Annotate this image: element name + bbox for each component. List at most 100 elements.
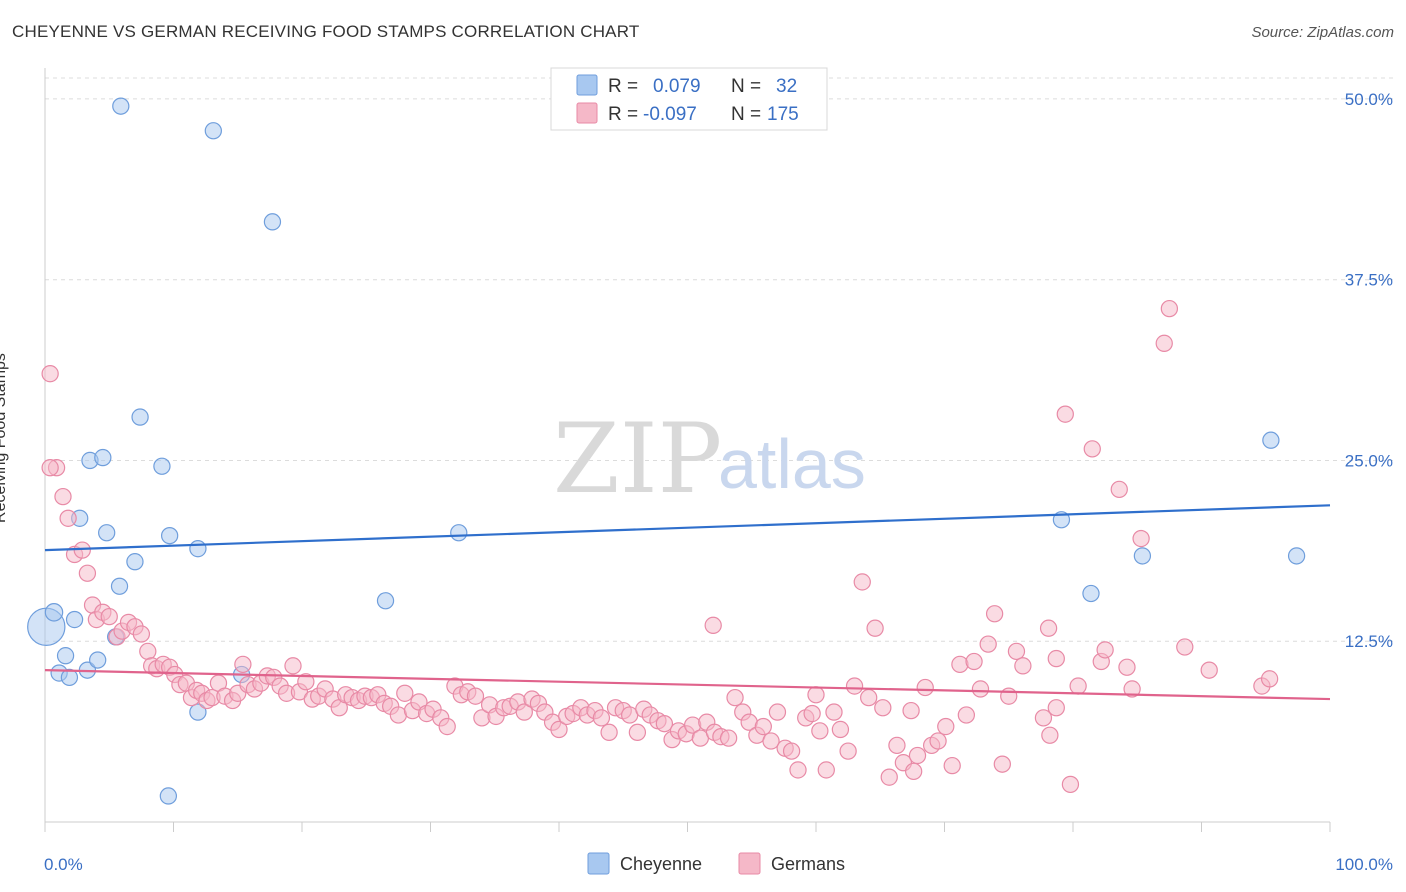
source-label: Source: ZipAtlas.com [1251,24,1394,41]
grid-lines [45,77,1393,642]
point-germans-167 [1260,670,1279,688]
point-germans-5 [73,541,91,559]
axes [44,68,1331,832]
legend-r-value-1: 0.079 [653,76,701,97]
y-tick-label-3: 50.0% [1345,90,1393,109]
trend-lines [44,504,1331,701]
point-germans-104 [719,729,738,747]
point-germans-169 [807,686,825,704]
point-germans-128 [888,736,906,755]
point-germans-119 [825,703,843,721]
legend-r-label-1: R = [608,76,638,97]
bottom-legend-germans: Germans [771,854,845,874]
watermark-atlas: atlas [718,425,866,503]
point-germans-126 [874,699,892,717]
legend-n-label-2: N = [731,104,761,125]
trend-line-cheyenne [44,504,1331,552]
point-germans-131 [908,746,927,765]
correlation-legend: R = 0.079 N = 32 R = -0.097 N = 175 [550,67,828,131]
legend-swatch-germans [576,102,598,124]
point-cheyenne-18 [159,787,178,805]
point-germans-155 [1083,440,1101,458]
point-germans-121 [839,742,857,760]
series-legend: Cheyenne Germans [587,852,845,875]
y-tick-label-1: 25.0% [1345,451,1393,470]
point-germans-162 [1155,334,1173,352]
point-germans-123 [853,573,871,591]
point-germans-158 [1110,480,1128,499]
point-germans-113 [782,742,801,760]
trend-line-germans [44,669,1331,701]
point-germans-142 [985,605,1004,623]
y-tick-label-0: 12.5% [1345,632,1393,651]
point-cheyenne-15 [126,553,144,571]
point-germans-33 [234,655,252,674]
point-cheyenne-31 [1287,547,1306,565]
y-tick-labels: 12.5% 25.0% 37.5% 50.0% [1345,90,1393,651]
legend-n-value-1: 32 [776,76,797,97]
point-cheyenne-30 [1262,431,1280,449]
point-germans-161 [1132,529,1150,548]
point-germans-153 [1061,775,1080,794]
point-cheyenne-5 [65,610,84,629]
point-germans-117 [811,722,829,740]
point-germans-118 [817,761,835,779]
point-cheyenne-4 [60,668,79,687]
legend-r-label-2: R = [608,104,638,125]
point-germans-160 [1123,680,1141,698]
point-germans-138 [957,706,976,724]
point-cheyenne-29 [1133,547,1152,565]
point-germans-136 [943,756,961,775]
point-cheyenne-20 [189,540,207,558]
point-germans-68 [466,687,485,705]
legend-n-value-2: 175 [767,104,799,125]
point-cheyenne-9 [89,651,107,669]
point-germans-139 [965,652,983,671]
point-germans-146 [1014,657,1032,675]
point-germans-143 [993,755,1011,773]
point-germans-168 [41,459,59,477]
point-cheyenne-19 [160,527,179,545]
point-cheyenne-1 [44,603,64,622]
x-tick-labels: 0.0% 100.0% [44,855,1393,874]
watermark: ZIP atlas [553,403,866,515]
point-cheyenne-22 [204,122,222,140]
point-cheyenne-25 [376,592,395,610]
point-germans-64 [438,717,456,736]
x-tick-label-min: 0.0% [44,855,83,874]
point-cheyenne-24 [263,213,282,231]
x-tick-label-max: 100.0% [1335,855,1393,874]
point-germans-110 [762,732,780,750]
point-germans-75 [515,703,533,721]
point-germans-114 [789,761,807,779]
point-cheyenne-13 [110,577,129,595]
point-cheyenne-3 [56,647,75,665]
point-germans-135 [937,717,955,736]
point-germans-159 [1118,658,1136,676]
point-germans-124 [860,688,878,707]
point-germans-130 [902,701,920,720]
point-germans-170 [904,762,923,781]
point-germans-116 [803,704,821,723]
bottom-legend-cheyenne: Cheyenne [620,854,702,874]
legend-n-label-1: N = [731,76,761,97]
point-germans-3 [59,509,77,527]
point-germans-86 [592,709,611,727]
point-cheyenne-10 [94,448,112,467]
point-germans-6 [78,564,97,582]
point-germans-10 [100,607,118,626]
point-germans-163 [1160,299,1179,318]
point-germans-154 [1069,677,1087,695]
point-germans-127 [880,768,898,786]
legend-r-value-2: -0.097 [643,104,697,125]
point-germans-134 [929,732,947,750]
point-germans-125 [866,619,884,637]
point-germans-145 [1007,642,1026,661]
point-germans-120 [831,720,850,739]
point-germans-91 [628,723,647,741]
point-germans-148 [1041,726,1059,744]
y-tick-label-2: 37.5% [1345,271,1393,290]
point-germans-16 [139,642,157,661]
series-germans-points [41,299,1279,794]
